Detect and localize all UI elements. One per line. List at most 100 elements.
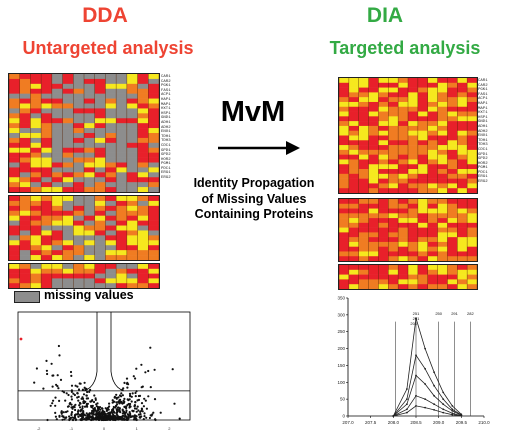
heatmap-cell	[437, 246, 448, 252]
heatmap-cell	[51, 128, 63, 134]
volcano-point	[111, 415, 114, 418]
heatmap-cell	[126, 268, 138, 274]
heatmap-cell	[368, 251, 379, 257]
gene-label: PDC1	[161, 166, 171, 171]
heatmap-cell	[126, 230, 138, 236]
heatmap-cell	[339, 178, 350, 184]
heatmap-cell	[148, 167, 159, 173]
heatmap-cell	[84, 162, 96, 168]
volcano-point	[70, 398, 73, 401]
heatmap-cell	[41, 230, 53, 236]
heatmap-cell	[467, 256, 477, 261]
heatmap-cell	[437, 97, 448, 103]
heatmap-cell	[388, 265, 399, 271]
heatmap-cell	[437, 251, 448, 257]
heatmap-cell	[358, 265, 369, 271]
heatmap-cell	[437, 111, 448, 117]
heatmap-cell	[9, 108, 21, 114]
heatmap-cell	[447, 213, 458, 219]
chrom-x-tick-label: 207.5	[365, 420, 377, 425]
heatmap-cell	[437, 116, 448, 122]
heatmap-cell	[437, 222, 448, 228]
heatmap-cell	[447, 279, 458, 285]
heatmap-cell	[467, 106, 477, 112]
heatmap-cell	[398, 111, 409, 117]
heatmap-cell	[378, 87, 389, 93]
heatmap-cell	[427, 101, 438, 108]
heatmap-cell	[84, 255, 96, 260]
heatmap-cell	[105, 235, 117, 241]
heatmap-cell	[457, 232, 468, 238]
heatmap-cell	[437, 284, 448, 289]
heatmap-cell	[126, 88, 138, 94]
volcano-point	[71, 407, 74, 410]
heatmap-cell	[73, 220, 85, 226]
heatmap-cell	[51, 283, 63, 288]
heatmap-cell	[417, 87, 429, 93]
heatmap-cell	[30, 205, 42, 212]
volcano-point	[82, 393, 86, 396]
heatmap-cell	[126, 250, 138, 256]
heatmap-cell	[447, 97, 458, 103]
volcano-point	[125, 418, 128, 421]
heatmap-cell	[388, 169, 399, 175]
chrom-y-tick-label: 100	[337, 380, 345, 385]
heatmap-cell	[51, 142, 63, 149]
heatmap-cell	[62, 152, 74, 158]
heatmap-cell	[116, 137, 128, 144]
heatmap-cell	[19, 162, 31, 168]
volcano-point	[142, 405, 145, 408]
heatmap-cell	[73, 137, 85, 144]
chrom-x-tick-label: 208.0	[388, 420, 400, 425]
heatmap-cell	[19, 230, 31, 236]
heatmap-cell	[417, 140, 429, 146]
chrom-series-point	[442, 408, 445, 411]
heatmap-cell	[84, 210, 96, 216]
heatmap-cell	[378, 269, 389, 275]
heatmap-cell	[358, 183, 369, 189]
volcano-point	[108, 411, 111, 414]
volcano-tick-label: -1	[70, 426, 74, 430]
gene-label: PGM1	[478, 166, 488, 171]
heatmap-cell	[126, 152, 138, 158]
heatmap-cell	[348, 199, 360, 205]
heatmap-cell	[30, 240, 42, 246]
heatmap-cell	[84, 147, 96, 153]
heatmap-cell	[388, 232, 399, 238]
heatmap-cell	[339, 188, 350, 193]
heatmap-cell	[116, 177, 128, 183]
volcano-point	[115, 397, 118, 400]
heatmap-cell	[84, 157, 96, 163]
heatmap-cell	[348, 237, 360, 243]
chrom-series-point	[460, 414, 463, 417]
heatmap-cell	[94, 225, 106, 231]
chrom-x-tick-label: 210.0	[478, 420, 490, 425]
heatmap-cell	[368, 178, 379, 184]
heatmap-cell	[137, 196, 149, 202]
heatmap-cell	[378, 183, 389, 189]
heatmap-cell	[137, 147, 149, 153]
heatmap-cell	[19, 83, 31, 90]
heatmap-cell	[358, 101, 369, 108]
chrom-series-point	[433, 409, 435, 411]
heatmap-cell	[358, 87, 369, 93]
heatmap-cell	[398, 164, 409, 170]
heatmap-cell	[358, 82, 369, 88]
heatmap-cell	[105, 245, 117, 251]
heatmap-cell	[408, 121, 419, 127]
heatmap-cell	[62, 137, 74, 144]
chrom-series-line	[392, 318, 462, 417]
heatmap-cell	[148, 133, 159, 139]
heatmap-cell	[62, 162, 74, 168]
heatmap-cell	[457, 269, 468, 275]
heatmap-cell	[417, 149, 429, 155]
heatmap-cell	[427, 284, 438, 289]
volcano-point	[95, 412, 98, 415]
heatmap-cell	[116, 113, 128, 119]
heatmap-cell	[62, 205, 74, 212]
volcano-point	[130, 395, 133, 398]
heatmap-cell	[84, 268, 96, 274]
heatmap-cell	[378, 218, 389, 224]
heatmap-cell	[19, 108, 31, 114]
heatmap-cell	[457, 208, 468, 214]
